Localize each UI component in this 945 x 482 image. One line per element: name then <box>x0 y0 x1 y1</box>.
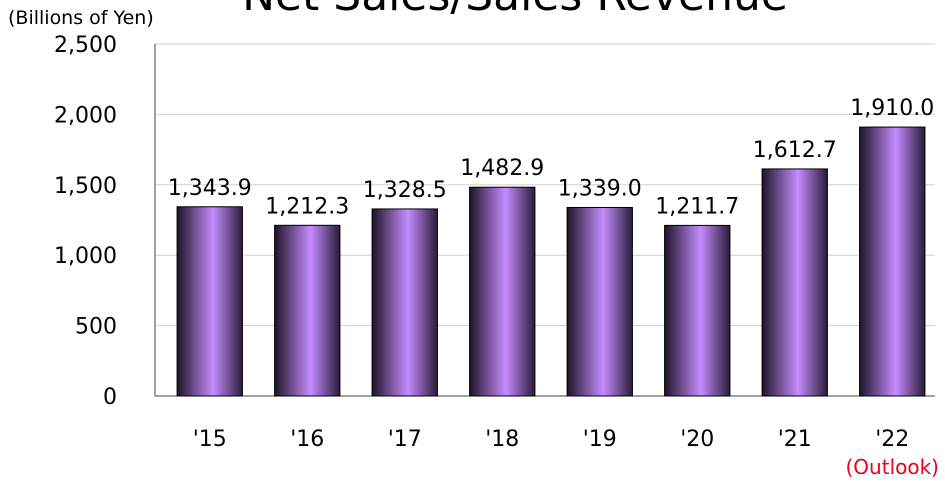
bar <box>859 126 926 397</box>
bar <box>274 224 341 397</box>
bar <box>664 224 731 397</box>
data-label: 1,482.9 <box>460 156 544 181</box>
y-tick-label: 1,000 <box>54 244 117 269</box>
y-tick-label: 1,500 <box>54 174 117 199</box>
x-tick-label: '21 <box>778 427 812 452</box>
x-tick-label: '16 <box>290 427 324 452</box>
data-label: 1,339.0 <box>558 176 642 201</box>
y-tick-label: 2,000 <box>54 103 117 128</box>
bar <box>566 206 633 397</box>
x-tick-label: '17 <box>388 427 422 452</box>
annotation: (Outlook) <box>846 455 939 479</box>
x-tick-label: '18 <box>485 427 519 452</box>
y-tick-label: 500 <box>75 315 117 340</box>
data-label: 1,343.9 <box>168 176 252 201</box>
bar <box>761 168 828 397</box>
bar <box>469 186 536 397</box>
data-label: 1,910.0 <box>850 96 934 121</box>
x-tick-label: '22 <box>875 427 909 452</box>
data-label: 1,328.5 <box>363 178 447 203</box>
y-tick-label: 0 <box>103 385 117 410</box>
x-tick-label: '20 <box>680 427 714 452</box>
y-axis-label: (Billions of Yen) <box>8 7 154 29</box>
data-label: 1,612.7 <box>753 138 837 163</box>
chart-title: Net Sales/Sales Revenue <box>242 0 788 21</box>
y-tick-label: 2,500 <box>54 33 117 58</box>
data-label: 1,212.3 <box>265 194 349 219</box>
x-tick-label: '19 <box>583 427 617 452</box>
bar <box>371 208 438 397</box>
bar <box>176 206 243 397</box>
data-label: 1,211.7 <box>655 194 739 219</box>
x-tick-label: '15 <box>193 427 227 452</box>
